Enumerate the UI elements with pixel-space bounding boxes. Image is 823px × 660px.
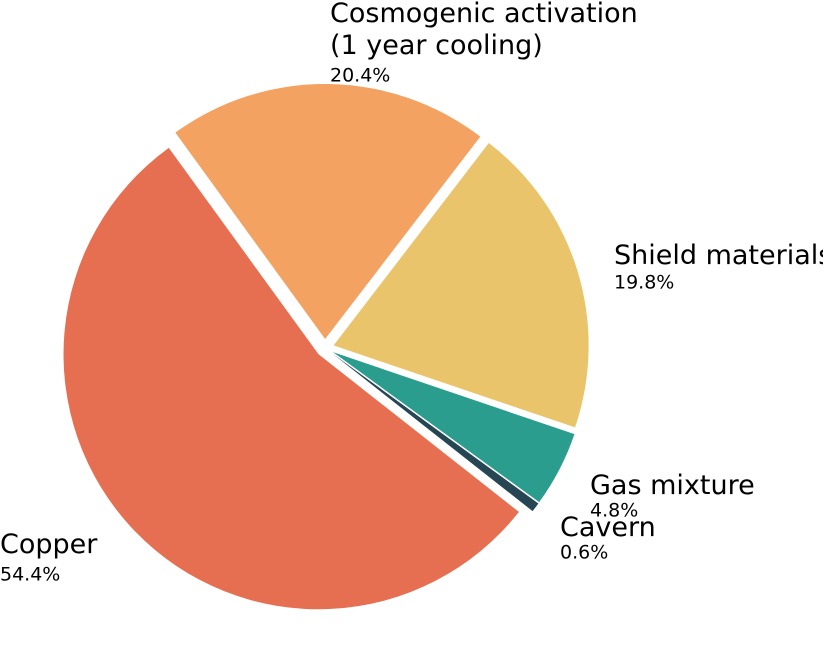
slice-percentage: 54.4% xyxy=(0,564,60,586)
slice-percentage: 4.8% xyxy=(590,500,638,522)
label-line: (1 year cooling) xyxy=(330,30,543,61)
slice-percentage: 20.4% xyxy=(330,65,390,87)
label-line: Gas mixture xyxy=(590,470,755,501)
slice-label: Copper xyxy=(0,529,98,560)
pie-slice xyxy=(63,147,519,610)
slice-label: Shield materials xyxy=(614,240,823,271)
slice-label: Cavern xyxy=(560,512,656,543)
slice-label: Gas mixture xyxy=(590,470,755,501)
slice-percentage: 19.8% xyxy=(614,272,674,294)
label-line: Cavern xyxy=(560,512,656,543)
pie-slice xyxy=(332,353,539,512)
pie-slice xyxy=(175,84,481,340)
label-line: Shield materials xyxy=(614,240,823,271)
label-line: Cosmogenic activation xyxy=(330,0,638,29)
pie-slice xyxy=(333,143,589,428)
slice-percentage: 0.6% xyxy=(560,542,608,564)
slice-label: Cosmogenic activation (1 year cooling) xyxy=(330,0,638,61)
pie-slice xyxy=(332,352,575,503)
label-line: Copper xyxy=(0,529,98,560)
